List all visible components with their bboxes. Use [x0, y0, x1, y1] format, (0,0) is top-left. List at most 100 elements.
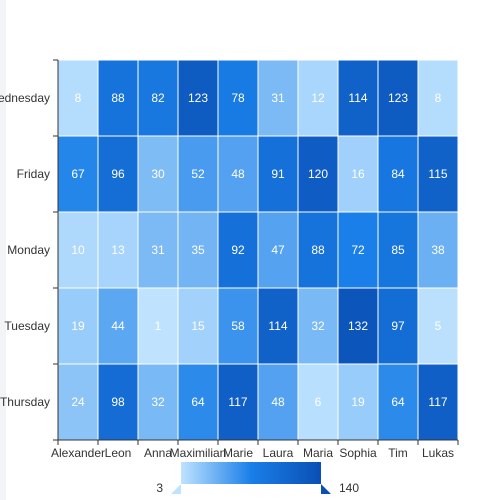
heatmap-cell-value: 114 — [348, 91, 367, 105]
heatmap-cell-value: 97 — [391, 319, 405, 333]
heatmap-cell[interactable] — [377, 135, 419, 213]
legend-min-label: 3 — [156, 481, 163, 495]
x-axis-label: Maria — [303, 446, 333, 460]
heatmap-cell-value: 88 — [111, 91, 125, 105]
heatmap-cell-value: 78 — [231, 91, 245, 105]
heatmap-cell-value: 6 — [315, 395, 322, 409]
heatmap-cell-value: 32 — [311, 319, 325, 333]
heatmap-cell-value: 31 — [151, 243, 165, 257]
heatmap-cell-value: 58 — [231, 319, 245, 333]
heatmap-cell-value: 48 — [271, 395, 285, 409]
heatmap-cell-value: 44 — [111, 319, 125, 333]
heatmap-cell[interactable] — [137, 211, 179, 289]
visual-map-legend[interactable]: 3 140 — [156, 462, 359, 495]
x-axis-label: Alexander — [51, 446, 105, 460]
x-axis-label: Lukas — [422, 446, 454, 460]
heatmap-cell[interactable] — [417, 135, 459, 213]
heatmap-cell[interactable] — [337, 287, 379, 365]
legend-max-label: 140 — [339, 481, 359, 495]
heatmap-cell-value: 8 — [75, 91, 82, 105]
heatmap-cell-value: 5 — [435, 319, 442, 333]
heatmap-cell-value: 35 — [191, 243, 205, 257]
heatmap-cell-value: 132 — [348, 319, 368, 333]
heatmap-cell[interactable] — [377, 59, 419, 137]
heatmap-cell-value: 67 — [71, 167, 85, 181]
heatmap-cell-value: 47 — [271, 243, 285, 257]
heatmap-cell-value: 117 — [428, 395, 447, 409]
heatmap-cell-value: 10 — [71, 243, 85, 257]
y-axis-label: Friday — [17, 167, 50, 181]
heatmap-cell[interactable] — [337, 211, 379, 289]
heatmap-cell[interactable] — [297, 211, 339, 289]
x-axis-label: Leon — [105, 446, 132, 460]
heatmap-cell-value: 96 — [111, 167, 125, 181]
heatmap-cell[interactable] — [337, 363, 379, 441]
y-axis-label: Tuesday — [4, 319, 50, 333]
heatmap-cell[interactable] — [177, 211, 219, 289]
x-axis-label: Sophia — [339, 446, 377, 460]
heatmap-cell-value: 84 — [391, 167, 405, 181]
heatmap-cell-value: 15 — [191, 319, 205, 333]
heatmap-cell-value: 91 — [271, 167, 285, 181]
x-axis-label: Anna — [144, 446, 172, 460]
heatmap-cell-value: 30 — [151, 167, 165, 181]
heatmap-cell[interactable] — [337, 59, 379, 137]
heatmap-cell[interactable] — [257, 211, 299, 289]
heatmap-cell-value: 16 — [351, 167, 365, 181]
heatmap-cell-value: 123 — [388, 91, 408, 105]
heatmap-cell[interactable] — [177, 287, 219, 365]
heatmap-cell[interactable] — [97, 287, 139, 365]
heatmap-cell-value: 32 — [151, 395, 165, 409]
heatmap-cell-value: 19 — [71, 319, 85, 333]
heatmap-cell[interactable] — [377, 211, 419, 289]
heatmap-cell-value: 114 — [268, 319, 287, 333]
legend-gradient-bar — [181, 462, 321, 484]
heatmap-cell-labels: 8 88 82 123 78 31 12 114 123 867 96 30 52 48 91 120 16 84… — [71, 91, 448, 409]
heatmap-cell-value: 120 — [308, 167, 328, 181]
heatmap-cell-value: 64 — [391, 395, 405, 409]
heatmap-cell-value: 123 — [188, 91, 208, 105]
heatmap-cell[interactable] — [217, 287, 259, 365]
heatmap-cell[interactable] — [337, 135, 379, 213]
heatmap-cell[interactable] — [417, 59, 459, 137]
heatmap-cell-value: 88 — [311, 243, 325, 257]
heatmap-cell-value: 82 — [151, 91, 165, 105]
heatmap-cell[interactable] — [417, 211, 459, 289]
heatmap-cell[interactable] — [377, 363, 419, 441]
heatmap-cell-value: 115 — [428, 167, 447, 181]
heatmap-cell[interactable] — [97, 59, 139, 137]
heatmap-cell-value: 31 — [271, 91, 285, 105]
legend-min-handle[interactable] — [171, 484, 181, 494]
heatmap-cell-value: 72 — [351, 243, 365, 257]
heatmap-cell-value: 8 — [435, 91, 442, 105]
heatmap-cell-value: 24 — [71, 395, 85, 409]
heatmap-cell[interactable] — [417, 287, 459, 365]
heatmap-cell[interactable] — [137, 135, 179, 213]
y-axis-label: Thursday — [0, 395, 50, 409]
y-axis-label: Monday — [7, 243, 50, 257]
heatmap-cell-value: 19 — [351, 395, 365, 409]
heatmap-cell-value: 12 — [311, 91, 325, 105]
heatmap-cell-value: 117 — [228, 395, 247, 409]
heatmap-cell-value: 38 — [431, 243, 445, 257]
y-axis: Wednesday Friday Monday Tuesday Thursday — [0, 59, 59, 441]
x-axis-label: Laura — [263, 446, 294, 460]
x-axis-label: Tim — [388, 446, 408, 460]
x-axis-label: Maximilian — [170, 446, 227, 460]
heatmap-cell-value: 48 — [231, 167, 245, 181]
legend-max-handle[interactable] — [321, 484, 331, 494]
heatmap-cell[interactable] — [297, 363, 339, 441]
x-axis-label: Marie — [223, 446, 253, 460]
heatmap-cell[interactable] — [257, 287, 299, 365]
heatmap-cell-value: 98 — [111, 395, 125, 409]
heatmap-cell-value: 1 — [155, 319, 162, 333]
heatmap-cell[interactable] — [217, 135, 259, 213]
heatmap-cell[interactable] — [297, 135, 339, 213]
left-panel-strip — [0, 0, 6, 500]
heatmap-cell[interactable] — [57, 211, 99, 289]
heatmap-cell[interactable] — [137, 287, 179, 365]
heatmap-cell-value: 92 — [231, 243, 245, 257]
heatmap-cell-value: 13 — [111, 243, 125, 257]
